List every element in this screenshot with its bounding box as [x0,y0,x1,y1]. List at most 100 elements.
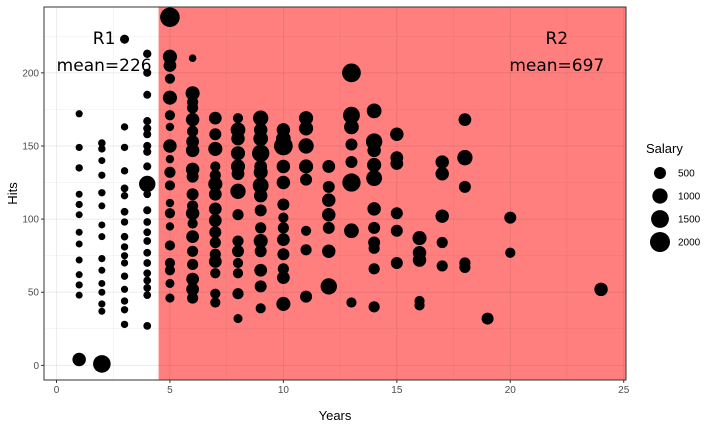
data-point [367,143,381,158]
data-point [98,145,106,153]
data-point [208,202,222,216]
data-point [98,157,106,165]
data-point [185,143,200,158]
data-point [187,125,199,137]
data-point [185,112,200,127]
data-point [143,248,152,257]
data-point [251,144,270,162]
data-point [120,143,129,152]
y-axis-title: Hits [5,182,20,205]
legend-size-label: 1000 [678,192,701,203]
data-point [186,282,200,296]
data-point [322,221,335,234]
data-point [75,200,83,209]
data-point [186,230,200,244]
data-point [232,257,244,269]
data-point [366,170,383,187]
data-point [143,49,152,58]
data-point [276,233,290,246]
data-point [120,306,129,314]
data-point [344,119,359,135]
y-tick-label: 0 [33,361,39,372]
data-point [143,206,152,215]
data-point [300,290,313,303]
data-point [230,183,246,199]
data-point [188,54,197,62]
data-point [98,171,106,179]
data-point [185,206,200,220]
data-point [98,307,106,315]
data-point [120,297,129,305]
y-tick-label: 50 [28,288,40,299]
data-point [75,240,83,248]
data-point [160,7,180,28]
data-point [300,244,312,256]
data-point [164,166,176,178]
data-point [143,190,152,199]
data-point [232,245,244,258]
data-point [368,263,380,275]
data-point [345,138,358,151]
data-point [164,110,176,121]
data-point [435,209,449,223]
data-point [75,281,83,289]
data-point [208,187,222,201]
data-point [252,177,269,194]
legend-size-label: 1500 [678,215,701,226]
data-point [277,263,289,275]
data-point [164,208,176,219]
x-tick-label: 10 [278,385,290,396]
data-point [459,261,471,273]
data-point [164,240,176,251]
data-point [143,162,152,171]
axes-layer: 0 5 10 15 20 25 0 50 100 150 200 [22,68,629,396]
data-point [165,222,175,231]
data-point [75,110,83,118]
data-point [75,228,83,236]
data-point [368,221,381,234]
data-point [165,278,175,288]
data-point [120,259,129,267]
data-point [143,283,152,292]
region-labels-layer: R1 mean=226 R2 mean=697 [57,29,605,76]
data-point [322,180,335,193]
data-point [322,193,336,207]
data-point [344,223,359,239]
data-point [299,111,314,126]
legend-title: Salary [646,141,683,156]
data-point [208,111,222,125]
data-point [143,90,152,99]
data-point [186,272,200,286]
data-point [414,300,425,311]
data-point [98,139,106,147]
data-point [368,242,380,254]
data-point [143,276,152,285]
data-point [93,355,111,373]
data-point [368,301,380,313]
data-point [120,272,129,280]
data-point [210,161,221,172]
points-layer [72,7,608,373]
data-point [232,268,244,279]
panel-border [43,6,627,381]
data-point [162,90,177,105]
data-point [163,139,177,153]
data-point [186,188,199,201]
data-point [458,180,471,193]
data-point [75,143,83,152]
data-point [143,218,152,226]
data-point [255,303,266,314]
region-r2-name: R2 [545,29,568,49]
legend-size-key [652,188,668,204]
data-point [345,156,358,169]
data-point [186,170,199,183]
data-point [187,102,199,114]
data-point [458,113,472,127]
data-point [231,131,245,146]
data-point [208,255,222,268]
data-point [366,103,382,119]
data-point [120,207,129,216]
data-point [165,122,175,132]
data-point [231,167,245,181]
